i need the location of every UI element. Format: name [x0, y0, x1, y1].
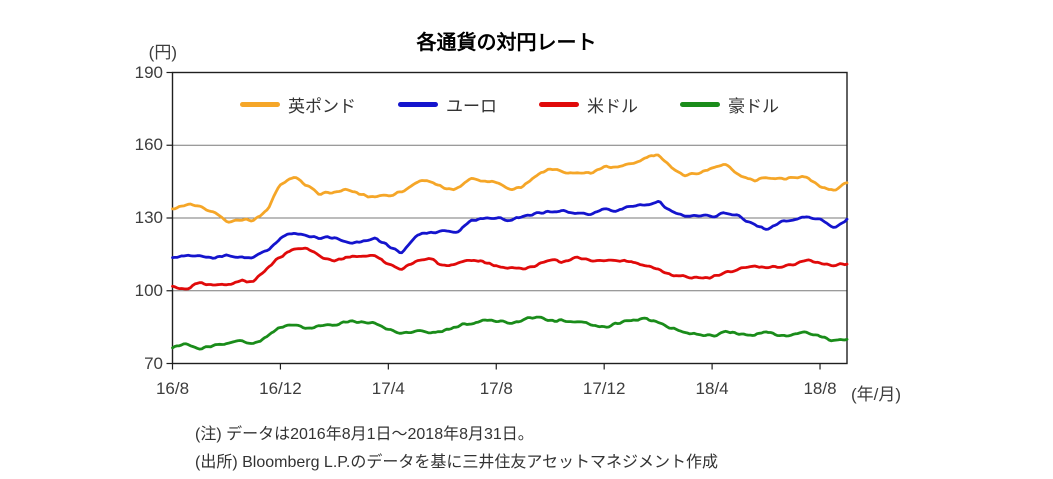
legend-label-aud: 豪ドル [728, 97, 779, 116]
legend-label-eur: ユーロ [446, 97, 497, 116]
y-tick-label-190: 190 [134, 62, 163, 82]
legend-label-gbp: 英ポンド [288, 97, 356, 116]
note-line-source: (出所) Bloomberg L.P.のデータを基に三井住友アセットマネジメント… [195, 454, 719, 471]
x-tick-label-18/8: 18/8 [803, 379, 837, 398]
x-tick-label-18/4: 18/4 [695, 379, 729, 398]
legend-item-eur: ユーロ [398, 92, 497, 117]
legend-swatch-gbp [240, 102, 280, 107]
x-tick-label-17/4: 17/4 [371, 379, 405, 398]
legend-swatch-usd [539, 102, 579, 107]
y-axis-unit-label: (円) [148, 43, 177, 62]
series-line-eur [171, 199, 849, 260]
x-axis-unit-label: (年/月) [851, 385, 902, 404]
legend-label-usd: 米ドル [587, 97, 638, 116]
y-tick-label-160: 160 [134, 135, 163, 155]
legend-item-aud: 豪ドル [680, 92, 779, 117]
legend-swatch-aud [680, 102, 720, 107]
x-tick-label-17/8: 17/8 [479, 379, 513, 398]
legend-swatch-eur [398, 102, 438, 107]
y-tick-label-100: 100 [134, 280, 163, 300]
legend-item-gbp: 英ポンド [240, 92, 356, 117]
series-line-gbp [171, 153, 849, 224]
legend-item-usd: 米ドル [539, 92, 638, 117]
note-line-data-range: (注) データは2016年8月1日～2018年8月31日。 [195, 426, 534, 443]
y-tick-label-130: 130 [134, 208, 163, 227]
series-line-usd [171, 246, 849, 291]
x-tick-label-16/8: 16/8 [155, 379, 190, 398]
x-tick-label-16/12: 16/12 [259, 379, 302, 398]
y-tick-label-70: 70 [144, 353, 163, 373]
series-line-aud [171, 315, 849, 351]
x-tick-label-17/12: 17/12 [582, 379, 626, 398]
footnotes: (注) データは2016年8月1日～2018年8月31日。 (出所) Bloom… [195, 421, 718, 477]
chart-title: 各通貨の対円レート [416, 32, 597, 54]
chart-legend: 英ポンド ユーロ 米ドル 豪ドル [172, 92, 847, 117]
